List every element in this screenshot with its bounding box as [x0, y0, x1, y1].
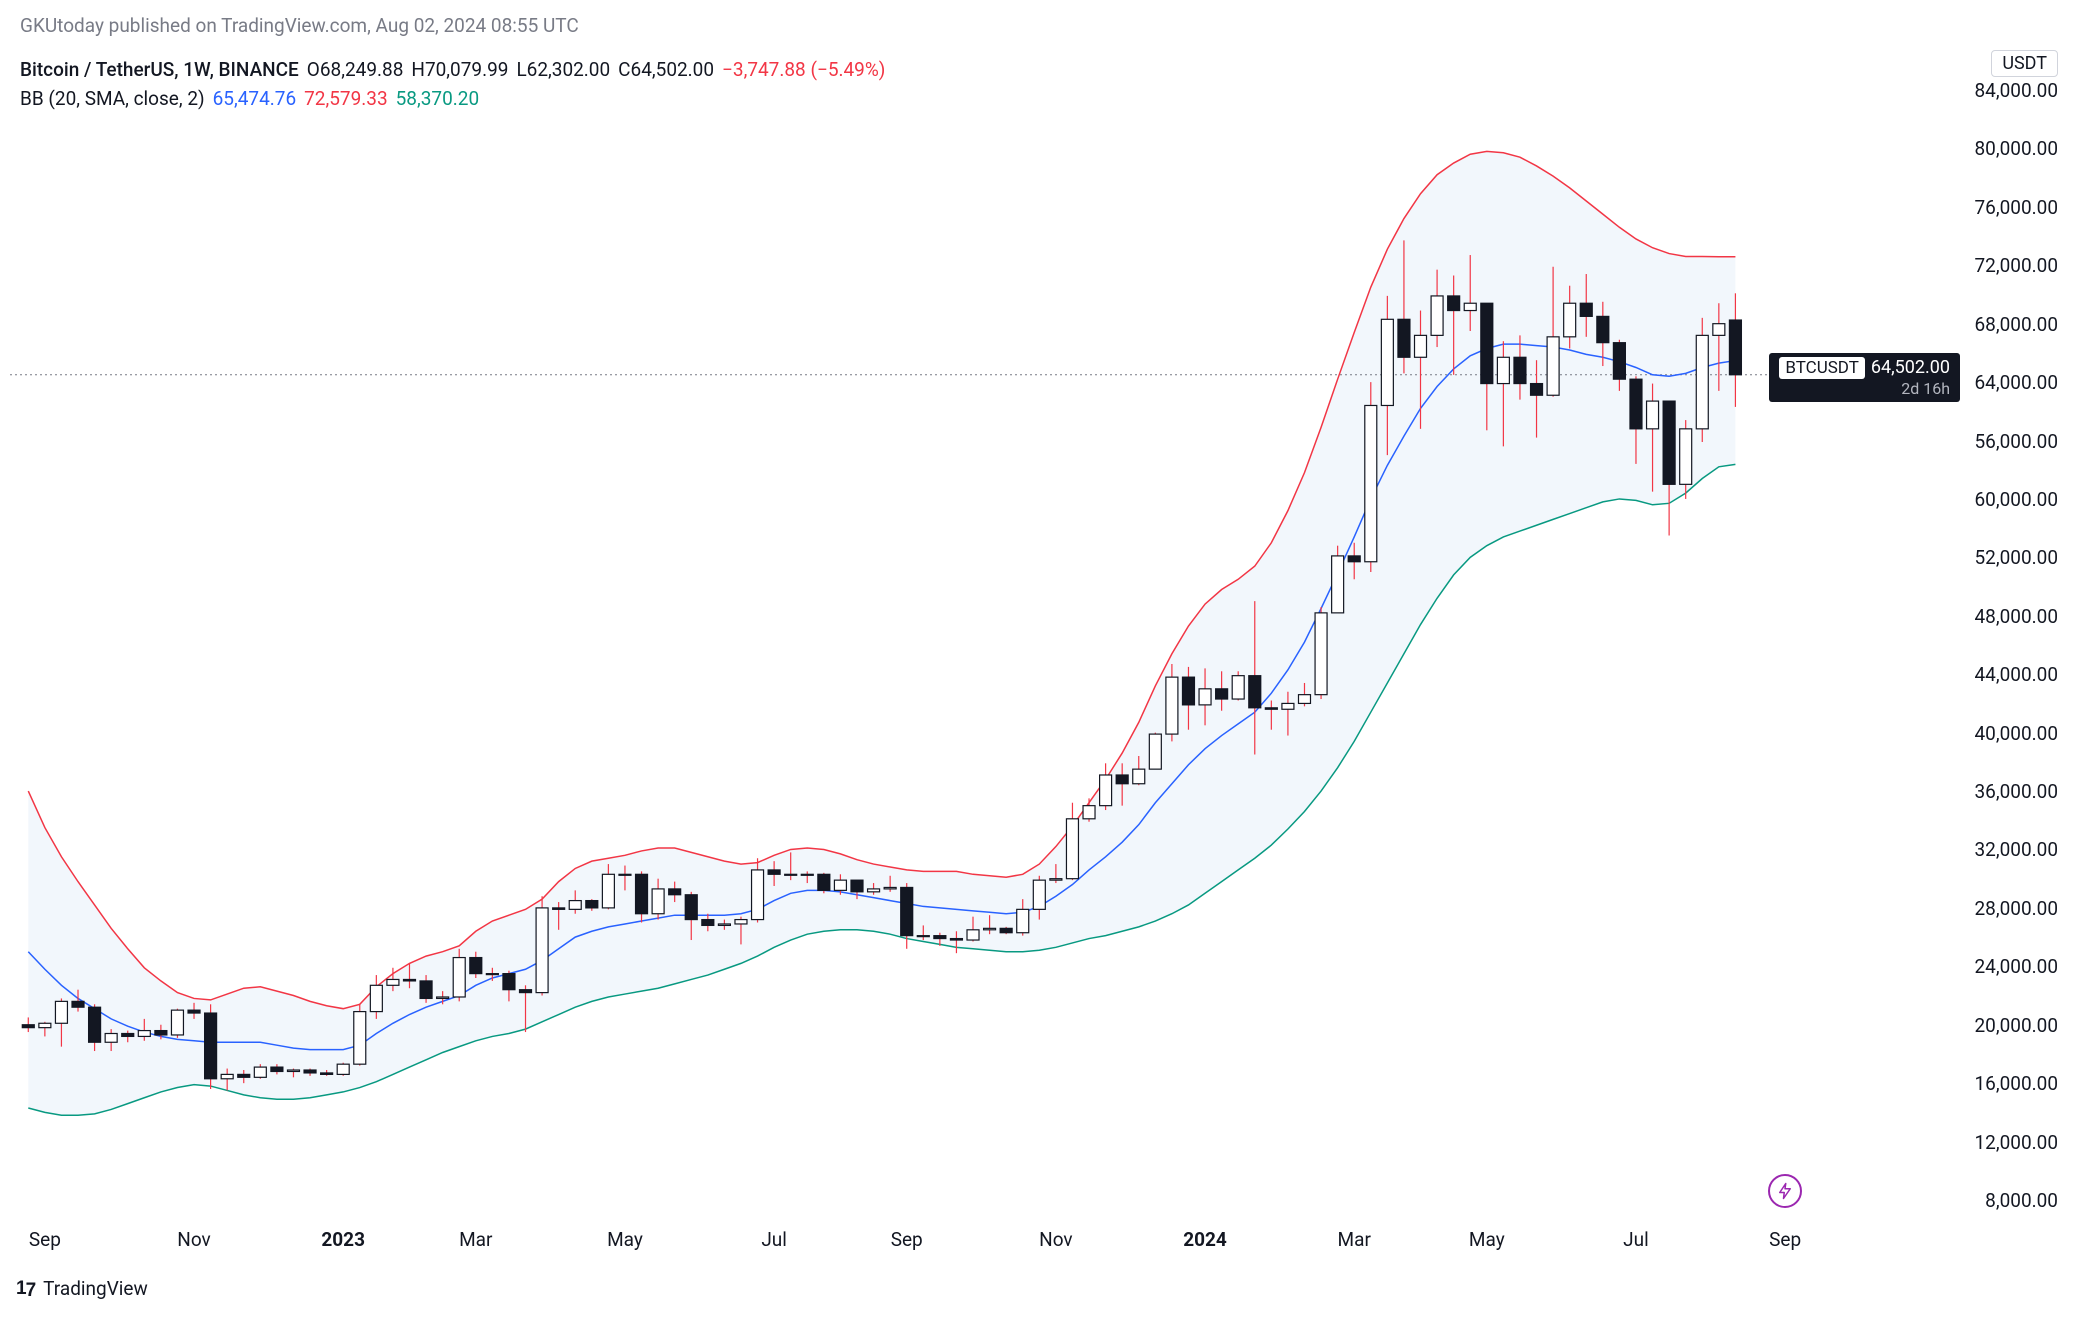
y-tick-label: 64,000.00	[1975, 371, 2059, 394]
y-tick-label: 12,000.00	[1975, 1131, 2059, 1154]
y-tick-label: 20,000.00	[1975, 1014, 2059, 1037]
snapshot-icon[interactable]	[1768, 1174, 1802, 1208]
y-tick-label: 36,000.00	[1975, 780, 2059, 803]
x-tick-label: Mar	[1338, 1228, 1371, 1251]
y-tick-label: 48,000.00	[1975, 605, 2059, 628]
y-tick-label: 84,000.00	[1975, 79, 2059, 102]
y-tick-label: 56,000.00	[1975, 430, 2059, 453]
y-tick-label: 80,000.00	[1975, 137, 2059, 160]
price-marker: BTCUSDT64,502.00 2d 16h	[1769, 353, 1960, 403]
y-tick-label: 16,000.00	[1975, 1072, 2059, 1095]
y-tick-label: 8,000.00	[1985, 1189, 2058, 1212]
y-axis[interactable]: 84,000.00 80,000.00 76,000.00 72,000.00 68,0…	[1820, 50, 2078, 1240]
x-tick-label: 2024	[1183, 1228, 1227, 1251]
x-tick-label: May	[607, 1228, 643, 1251]
x-tick-label: Sep	[891, 1228, 923, 1251]
x-tick-label: May	[1469, 1228, 1505, 1251]
publish-line: GKUtoday published on TradingView.com, A…	[20, 14, 579, 37]
y-tick-label: 40,000.00	[1975, 722, 2059, 745]
y-tick-label: 32,000.00	[1975, 838, 2059, 861]
tradingview-logo-icon: 17	[16, 1278, 35, 1300]
x-tick-label: Sep	[1769, 1228, 1801, 1251]
x-tick-label: 2023	[321, 1228, 365, 1251]
x-tick-label: Jul	[1623, 1228, 1649, 1251]
y-tick-label: 28,000.00	[1975, 897, 2059, 920]
x-tick-label: Mar	[459, 1228, 492, 1251]
y-tick-label: 60,000.00	[1975, 488, 2059, 511]
footer-brand: 17 TradingView	[16, 1277, 148, 1300]
y-tick-label: 72,000.00	[1975, 254, 2059, 277]
x-tick-label: Nov	[177, 1228, 210, 1251]
chart-area[interactable]	[10, 50, 1820, 1240]
y-tick-label: 76,000.00	[1975, 196, 2059, 219]
x-axis[interactable]: Sep Nov 2023 Mar May Jul Sep Nov 2024 Mar May Jul Se…	[10, 1228, 1820, 1258]
y-tick-label: 68,000.00	[1975, 313, 2059, 336]
y-tick-label: 24,000.00	[1975, 955, 2059, 978]
x-tick-label: Jul	[761, 1228, 787, 1251]
x-tick-label: Nov	[1039, 1228, 1072, 1251]
y-tick-label: 52,000.00	[1975, 546, 2059, 569]
y-tick-label: 44,000.00	[1975, 663, 2059, 686]
x-tick-label: Sep	[29, 1228, 61, 1251]
